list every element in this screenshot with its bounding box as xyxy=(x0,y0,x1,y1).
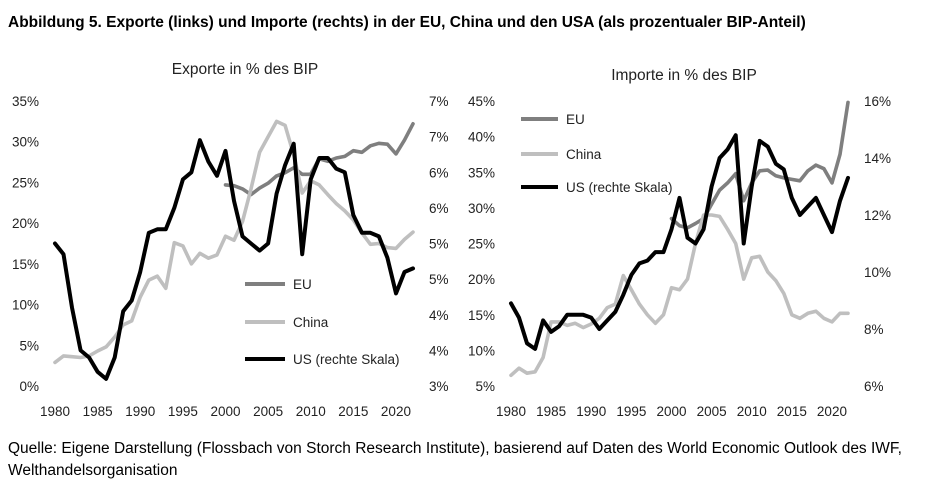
y2-tick-label: 7% xyxy=(429,94,449,109)
y-tick-label: 35% xyxy=(12,94,39,109)
series-line-china xyxy=(53,119,415,365)
y-tick-label: 15% xyxy=(12,257,39,272)
y-tick-label: 45% xyxy=(468,94,495,109)
x-tick-label: 1995 xyxy=(168,404,198,419)
x-tick-label: 2010 xyxy=(737,404,767,419)
y2-tick-label: 12% xyxy=(864,208,891,223)
x-tick-label: 1985 xyxy=(83,404,113,419)
y2-tick-label: 4% xyxy=(429,343,449,358)
legend-label: US (rechte Skala) xyxy=(293,352,400,367)
y-tick-label: 25% xyxy=(12,175,39,190)
legend-label: EU xyxy=(293,277,312,292)
x-tick-label: 1985 xyxy=(536,404,566,419)
legend-label: US (rechte Skala) xyxy=(566,180,673,195)
y2-tick-label: 3% xyxy=(429,379,449,394)
legend-label: China xyxy=(566,147,602,162)
y-tick-label: 35% xyxy=(468,165,495,180)
x-tick-label: 1990 xyxy=(125,404,155,419)
y-tick-label: 20% xyxy=(468,272,495,287)
series-line-us xyxy=(53,138,415,381)
chart-title: Exporte in % des BIP xyxy=(172,61,318,78)
y2-tick-label: 7% xyxy=(429,130,449,145)
y-tick-label: 40% xyxy=(468,130,495,145)
y-tick-label: 5% xyxy=(475,379,495,394)
x-tick-label: 2015 xyxy=(338,404,368,419)
y2-tick-label: 5% xyxy=(429,272,449,287)
x-tick-label: 1980 xyxy=(496,404,526,419)
x-tick-label: 2005 xyxy=(697,404,727,419)
y-tick-label: 15% xyxy=(468,308,495,323)
y-tick-label: 10% xyxy=(468,343,495,358)
x-tick-label: 1995 xyxy=(616,404,646,419)
y2-tick-label: 14% xyxy=(864,151,891,166)
x-tick-label: 2000 xyxy=(210,404,240,419)
y2-tick-label: 6% xyxy=(429,165,449,180)
x-tick-label: 1990 xyxy=(576,404,606,419)
y-tick-label: 5% xyxy=(19,338,39,353)
y-tick-label: 20% xyxy=(12,216,39,231)
x-tick-label: 2000 xyxy=(656,404,686,419)
y-tick-label: 10% xyxy=(12,298,39,313)
y-tick-label: 30% xyxy=(12,135,39,150)
y-tick-label: 0% xyxy=(19,379,39,394)
y-tick-label: 25% xyxy=(468,237,495,252)
y-tick-label: 30% xyxy=(468,201,495,216)
x-tick-label: 2020 xyxy=(817,404,847,419)
series-line-us xyxy=(509,133,850,351)
y2-tick-label: 8% xyxy=(864,322,884,337)
legend-label: EU xyxy=(566,112,585,127)
y2-tick-label: 5% xyxy=(429,237,449,252)
x-tick-label: 2020 xyxy=(381,404,411,419)
figure-heading: Abbildung 5. Exporte (links) und Importe… xyxy=(8,14,806,31)
x-tick-label: 2015 xyxy=(777,404,807,419)
series-line-china xyxy=(509,213,850,378)
chart-title: Importe in % des BIP xyxy=(611,67,757,84)
source-note: Quelle: Eigene Darstellung (Flossbach vo… xyxy=(8,440,902,479)
x-tick-label: 2010 xyxy=(296,404,326,419)
y2-tick-label: 6% xyxy=(429,201,449,216)
legend-label: China xyxy=(293,315,329,330)
x-tick-label: 1980 xyxy=(40,404,70,419)
y2-tick-label: 6% xyxy=(864,379,884,394)
y2-tick-label: 16% xyxy=(864,94,891,109)
y2-tick-label: 4% xyxy=(429,308,449,323)
x-tick-label: 2005 xyxy=(253,404,283,419)
y2-tick-label: 10% xyxy=(864,265,891,280)
